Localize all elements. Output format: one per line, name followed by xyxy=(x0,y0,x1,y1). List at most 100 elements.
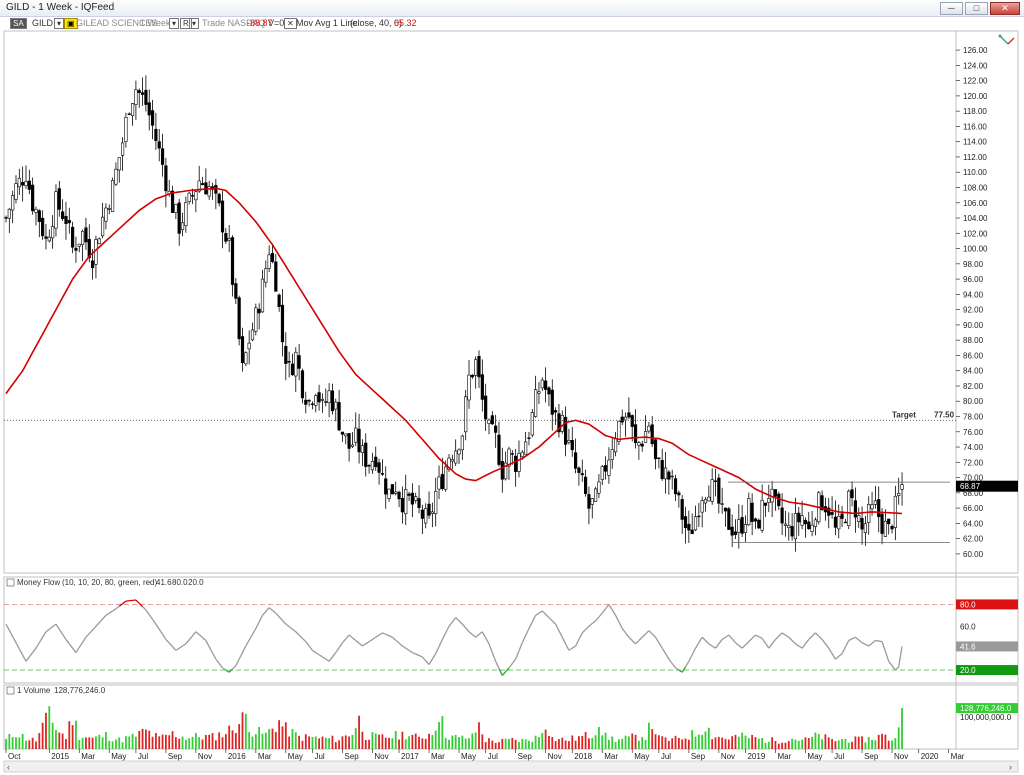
candle-body xyxy=(227,237,231,241)
money-flow-segment xyxy=(42,631,47,638)
price-tick-label: 84.00 xyxy=(963,367,984,376)
candle-body xyxy=(190,195,195,197)
money-flow-segment xyxy=(292,628,297,633)
volume-bar xyxy=(534,735,537,749)
money-flow-segment xyxy=(568,647,573,651)
indicator-toggle-icon[interactable]: ✕ xyxy=(284,18,297,29)
horizontal-scrollbar[interactable]: ‹ › xyxy=(3,760,1019,773)
volume-bar xyxy=(98,734,101,749)
time-tick-label: 2016 xyxy=(228,752,246,761)
money-flow-segment xyxy=(142,606,147,611)
volume-bar xyxy=(474,732,477,749)
candle-body xyxy=(387,488,391,499)
money-flow-segment xyxy=(112,608,117,612)
interval-dropdown-icon[interactable]: ▾ xyxy=(169,18,180,29)
candle-body xyxy=(194,191,198,201)
money-flow-segment xyxy=(671,663,677,669)
candle-body xyxy=(470,374,474,378)
volume-bar xyxy=(65,739,67,749)
candle-body xyxy=(380,473,385,475)
money-flow-segment xyxy=(868,642,873,647)
money-flow-segment xyxy=(438,639,443,647)
candle-body xyxy=(61,211,65,220)
candle-body xyxy=(324,401,328,403)
scrollbar-track[interactable] xyxy=(3,760,1019,773)
money-flow-segment xyxy=(538,610,543,614)
interval-label[interactable]: 1 Week xyxy=(140,18,171,28)
volume-bar xyxy=(48,706,51,749)
close-button[interactable]: ✕ xyxy=(990,2,1020,15)
money-flow-value-badge-text: 41.6 xyxy=(960,642,976,651)
money-flow-segment xyxy=(388,635,393,638)
scroll-right-icon[interactable]: › xyxy=(1009,762,1012,772)
money-flow-segment xyxy=(575,639,580,647)
money-flow-segment xyxy=(188,635,194,641)
mode-badge[interactable]: R xyxy=(180,18,192,29)
candle-body xyxy=(507,448,511,467)
candle-body xyxy=(697,515,701,518)
volume-bar xyxy=(238,724,241,749)
time-tick-label: May xyxy=(461,752,476,761)
color-swatch-icon[interactable]: ▣ xyxy=(64,18,78,29)
volume-bar xyxy=(431,735,434,749)
volume-bar xyxy=(194,733,197,749)
money-flow-segment xyxy=(348,634,353,639)
volume-bar xyxy=(881,733,883,749)
volume-bar xyxy=(667,740,670,749)
money-flow-segment xyxy=(814,632,820,637)
money-flow-segment xyxy=(275,612,280,618)
money-flow-segment xyxy=(668,658,673,664)
drawing-tool-icon[interactable] xyxy=(998,34,1015,45)
link-badge[interactable]: SA xyxy=(10,18,27,29)
money-flow-segment xyxy=(345,634,350,640)
candle-body xyxy=(224,233,228,242)
minimize-button[interactable]: ─ xyxy=(940,2,963,15)
money-flow-segment xyxy=(78,641,84,648)
candle-body xyxy=(474,359,478,376)
volume-bar xyxy=(308,736,311,749)
volume-bar xyxy=(108,740,111,749)
candle-body xyxy=(627,412,631,418)
candle-body xyxy=(244,352,248,365)
candle-body xyxy=(657,457,661,459)
money-flow-segment xyxy=(654,636,660,644)
volume-close-icon[interactable] xyxy=(6,686,15,695)
money-flow-segment xyxy=(352,637,357,642)
scroll-left-icon[interactable]: ‹ xyxy=(7,762,10,772)
volume-bar xyxy=(627,736,630,749)
money-flow-segment xyxy=(265,607,270,612)
volume-bar xyxy=(524,739,527,749)
price-tick-label: 124.00 xyxy=(963,61,988,70)
mode-dropdown-icon[interactable]: ▾ xyxy=(189,18,200,29)
candle-body xyxy=(280,304,285,343)
time-tick-label: Mar xyxy=(81,752,95,761)
price-tick-label: 126.00 xyxy=(963,46,988,55)
candle-body xyxy=(4,217,8,219)
volume-bar xyxy=(288,736,291,749)
money-flow-segment xyxy=(435,646,440,654)
candle-body xyxy=(310,403,315,405)
price-tick-label: 114.00 xyxy=(963,138,987,147)
symbol-label[interactable]: GILD xyxy=(32,18,54,28)
maximize-button[interactable]: □ xyxy=(965,2,988,15)
candle-body xyxy=(384,478,388,495)
candle-body xyxy=(593,488,598,502)
volume-bar xyxy=(481,734,484,749)
candle-body xyxy=(613,437,618,453)
time-axis: Oct 2015 Mar May Jul Sep Nov 2016 Mar May Jul Sep No… xyxy=(5,749,965,761)
candle-body xyxy=(34,208,38,213)
candle-body xyxy=(94,239,98,265)
money-flow-segment xyxy=(778,632,783,637)
money-flow-segment xyxy=(168,642,174,648)
money-flow-segment xyxy=(68,643,74,649)
candle-body xyxy=(534,389,538,417)
candle-body xyxy=(287,360,291,363)
symbol-dropdown-icon[interactable]: ▾ xyxy=(54,18,65,29)
money-flow-segment xyxy=(691,647,697,656)
money-flow-close-icon[interactable] xyxy=(6,578,15,587)
candle-body xyxy=(490,415,494,425)
money-flow-segment xyxy=(285,623,290,628)
window-controls: ─ □ ✕ xyxy=(940,2,1020,15)
time-tick-label: Sep xyxy=(691,752,706,761)
